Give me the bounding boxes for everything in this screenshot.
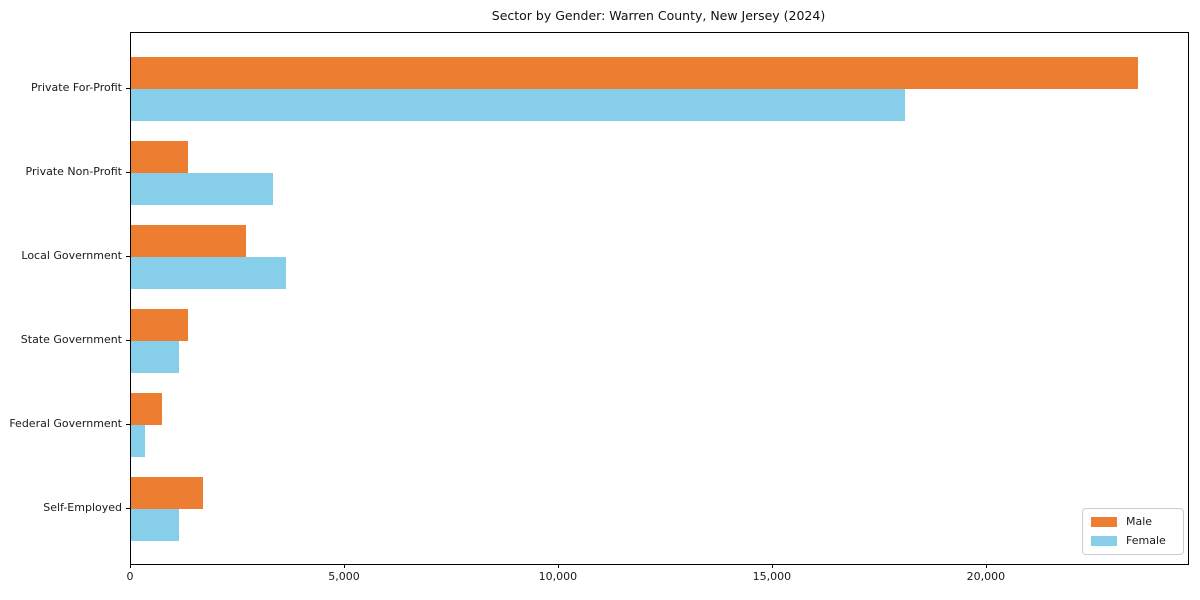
y-tick-mark <box>126 508 130 509</box>
x-tick-mark <box>771 564 773 568</box>
male-bar <box>131 141 188 173</box>
legend: Male Female <box>1082 508 1184 555</box>
legend-label: Female <box>1126 534 1166 547</box>
y-tick-label: Self-Employed <box>43 501 122 514</box>
y-tick-label: Private Non-Profit <box>25 165 122 178</box>
male-bar <box>131 477 203 509</box>
x-tick-label: 20,000 <box>966 570 1006 583</box>
male-bar <box>131 225 247 257</box>
x-tick-mark <box>130 564 131 568</box>
female-bar <box>131 89 905 121</box>
plot-area: Male Female <box>130 32 1189 565</box>
female-bar <box>131 173 274 205</box>
female-bar <box>131 509 179 541</box>
x-tick-label: 5,000 <box>328 570 360 583</box>
y-tick-label: State Government <box>20 333 122 346</box>
y-tick-mark <box>126 340 130 341</box>
legend-swatch <box>1091 516 1117 527</box>
female-bar <box>131 257 287 289</box>
x-tick-mark <box>344 564 345 568</box>
legend-swatch <box>1091 535 1117 546</box>
x-tick-mark <box>557 564 559 568</box>
x-tick-mark <box>985 564 987 568</box>
female-bar <box>131 425 146 457</box>
x-tick-label: 10,000 <box>538 570 578 583</box>
y-tick-mark <box>126 88 130 89</box>
female-bar <box>131 341 179 373</box>
legend-entry: Male <box>1091 515 1175 528</box>
y-tick-label: Private For-Profit <box>31 81 122 94</box>
y-tick-mark <box>126 256 130 257</box>
y-tick-mark <box>126 424 130 425</box>
chart-title: Sector by Gender: Warren County, New Jer… <box>491 8 826 23</box>
y-tick-label: Federal Government <box>9 417 122 430</box>
male-bar <box>131 393 162 425</box>
male-bar <box>131 309 188 341</box>
x-tick-label: 0 <box>126 570 134 583</box>
y-tick-mark <box>126 172 130 173</box>
male-bar <box>131 57 1138 89</box>
x-tick-label: 15,000 <box>752 570 792 583</box>
legend-label: Male <box>1126 515 1153 528</box>
legend-entry: Female <box>1091 534 1175 547</box>
y-tick-label: Local Government <box>21 249 122 262</box>
